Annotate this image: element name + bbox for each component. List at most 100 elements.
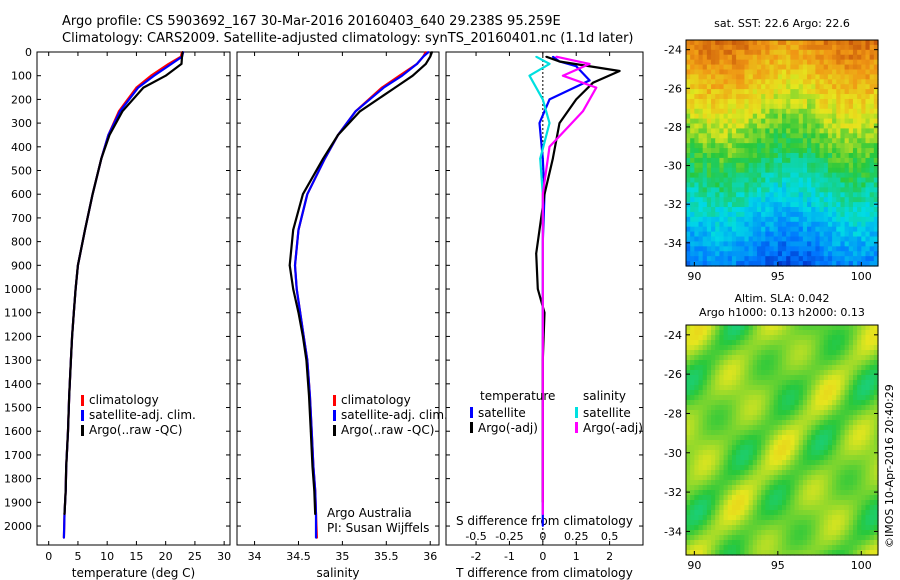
map-cell	[852, 103, 858, 110]
map-cell	[777, 375, 783, 381]
map-cell	[723, 475, 729, 481]
map-cell	[702, 94, 708, 100]
map-cell	[715, 251, 720, 257]
map-cell	[819, 113, 825, 120]
map-cell	[786, 128, 791, 134]
map-cell	[873, 153, 879, 159]
map-cell	[769, 40, 775, 46]
map-cell	[815, 415, 821, 421]
map-cell	[873, 355, 879, 361]
map-cell	[706, 167, 712, 174]
map-cell	[731, 251, 737, 257]
map-cell	[790, 495, 796, 501]
map-cell	[861, 64, 867, 71]
data-point	[411, 74, 414, 77]
map-cell	[752, 226, 758, 233]
map-cell	[752, 395, 758, 401]
map-cell	[765, 525, 771, 531]
map-cell	[802, 360, 808, 366]
map-cell	[836, 177, 842, 184]
map-cell	[686, 385, 691, 391]
map-cell	[702, 167, 708, 174]
map-cell	[873, 79, 879, 85]
map-cell	[748, 385, 754, 391]
map-cell	[744, 98, 750, 105]
map-cell	[777, 261, 783, 267]
map-cell	[840, 241, 846, 247]
map-cell	[811, 226, 816, 233]
map-cell	[852, 74, 858, 80]
map-cell	[865, 148, 871, 154]
map-cell	[694, 455, 700, 461]
map-cell	[848, 157, 854, 164]
map-cell	[815, 128, 821, 134]
map-cell	[869, 49, 875, 56]
map-cell	[761, 148, 766, 154]
map-cell	[752, 54, 758, 61]
map-cell	[869, 69, 875, 75]
map-cell	[861, 202, 867, 208]
map-cell	[836, 54, 842, 61]
map-cell	[748, 515, 754, 521]
map-cell	[752, 490, 758, 496]
map-cell	[756, 133, 762, 139]
map-cell	[777, 400, 783, 406]
map-cell	[736, 108, 741, 115]
map-cell	[698, 44, 704, 51]
map-cell	[756, 226, 762, 233]
map-cell	[748, 221, 754, 228]
map-cell	[711, 415, 716, 421]
x-tick-label: 35	[335, 550, 349, 563]
map-cell	[790, 430, 796, 436]
map-cell	[686, 197, 691, 203]
map-cell	[702, 475, 708, 481]
map-cell	[827, 335, 833, 341]
map-cell	[690, 241, 695, 247]
map-cell	[686, 167, 691, 174]
map-cell	[773, 74, 779, 80]
map-cell	[773, 256, 779, 262]
map-cell	[819, 211, 825, 218]
map-cell	[711, 345, 716, 351]
map-cell	[836, 510, 842, 516]
map-cell	[694, 440, 700, 446]
map-cell	[769, 350, 775, 356]
map-cell	[861, 167, 867, 174]
map-cell	[844, 385, 850, 391]
map-cell	[844, 162, 850, 169]
legend-swatch	[81, 425, 84, 436]
map-cell	[782, 435, 787, 441]
map-cell	[819, 490, 825, 496]
map-cell	[711, 94, 716, 100]
map-cell	[727, 98, 733, 105]
map-cell	[761, 118, 766, 125]
map-cell	[773, 202, 779, 208]
map-cell	[719, 325, 725, 331]
map-cell	[711, 138, 716, 144]
map-cell	[773, 261, 779, 267]
map-cell	[727, 500, 733, 506]
map-cell	[782, 330, 787, 336]
map-cell	[723, 153, 729, 159]
map-cell	[744, 340, 750, 346]
map-cell	[736, 375, 741, 381]
map-cell	[723, 370, 729, 376]
map-cell	[769, 365, 775, 371]
map-cell	[844, 59, 850, 66]
map-cell	[782, 370, 787, 376]
map-cell	[790, 520, 796, 526]
map-cell	[786, 221, 791, 228]
map-cell	[827, 192, 833, 198]
map-cell	[807, 241, 812, 247]
map-cell	[777, 330, 783, 336]
map-cell	[719, 251, 725, 257]
map-cell	[790, 113, 796, 120]
map-cell	[740, 550, 746, 556]
map-cell	[840, 490, 846, 496]
map-cell	[802, 430, 808, 436]
map-cell	[802, 162, 808, 169]
map-cell	[706, 143, 712, 149]
map-cell	[807, 133, 812, 139]
map-cell	[861, 405, 867, 411]
map-cell	[756, 480, 762, 486]
